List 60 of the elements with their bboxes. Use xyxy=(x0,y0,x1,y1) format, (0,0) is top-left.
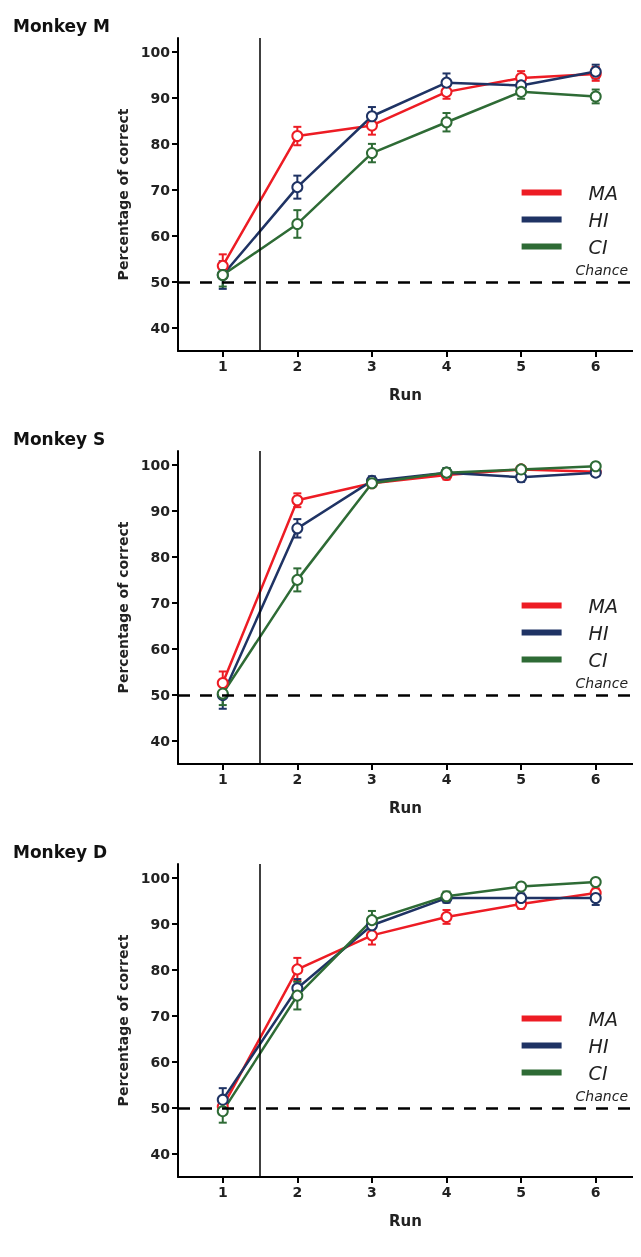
x-tick-label: 3 xyxy=(367,771,377,787)
x-tick-label: 4 xyxy=(441,771,452,787)
x-tick-label: 5 xyxy=(516,358,526,374)
y-tick-label: 70 xyxy=(150,594,171,611)
x-tick-label: 3 xyxy=(367,1184,377,1200)
x-tick-label: 1 xyxy=(217,358,228,374)
y-tick-label: 80 xyxy=(150,548,171,565)
x-tick-label: 6 xyxy=(590,358,601,374)
ref-line-label: Chance xyxy=(575,1087,628,1104)
y-tick-label: 100 xyxy=(140,869,171,886)
chart-title: Monkey D xyxy=(13,841,108,862)
x-axis-title: Run xyxy=(389,798,422,817)
x-tick-label: 5 xyxy=(516,771,526,787)
x-axis-title: Run xyxy=(389,385,422,404)
legend-label: CI xyxy=(588,1061,608,1084)
legend-label: MA xyxy=(588,594,618,617)
y-tick-label: 70 xyxy=(150,181,171,198)
x-tick-label: 6 xyxy=(590,1184,601,1200)
y-axis-title: Percentage of correct xyxy=(114,934,131,1107)
x-tick-label: 4 xyxy=(441,358,452,374)
x-tick-label: 1 xyxy=(217,1184,228,1200)
legend-label: CI xyxy=(588,235,608,258)
y-tick-label: 40 xyxy=(150,1145,171,1162)
y-tick-label: 60 xyxy=(150,1053,171,1070)
y-axis-title: Percentage of correct xyxy=(114,108,131,281)
y-tick-label: 90 xyxy=(150,89,171,106)
legend-label: CI xyxy=(588,648,608,671)
y-tick-label: 100 xyxy=(140,43,171,60)
ref-line-label: Chance xyxy=(575,674,628,691)
x-tick-label: 5 xyxy=(516,1184,526,1200)
y-tick-label: 60 xyxy=(150,227,171,244)
x-tick-label: 1 xyxy=(217,771,228,787)
legend-label: HI xyxy=(588,208,609,231)
y-tick-label: 90 xyxy=(150,502,171,519)
y-tick-label: 90 xyxy=(150,915,171,932)
y-tick-label: 60 xyxy=(150,640,171,657)
y-tick-label: 50 xyxy=(150,1099,171,1116)
y-tick-label: 100 xyxy=(140,456,171,473)
x-tick-label: 4 xyxy=(441,1184,452,1200)
y-tick-label: 80 xyxy=(150,961,171,978)
y-tick-label: 70 xyxy=(150,1007,171,1024)
x-tick-label: 3 xyxy=(367,358,377,374)
legend-label: MA xyxy=(588,181,618,204)
y-tick-label: 40 xyxy=(150,732,171,749)
x-tick-label: 2 xyxy=(292,358,303,374)
chart-title: Monkey M xyxy=(13,15,110,36)
legend-label: HI xyxy=(588,1034,609,1057)
legend-label: HI xyxy=(588,621,609,644)
y-tick-label: 40 xyxy=(150,319,171,336)
x-tick-label: 2 xyxy=(292,771,303,787)
chart-title: Monkey S xyxy=(13,428,106,449)
x-tick-label: 6 xyxy=(590,771,601,787)
y-tick-label: 50 xyxy=(150,686,171,703)
y-tick-label: 80 xyxy=(150,135,171,152)
x-tick-label: 2 xyxy=(292,1184,303,1200)
x-axis-title: Run xyxy=(389,1211,422,1230)
legend-label: MA xyxy=(588,1007,618,1030)
y-tick-label: 50 xyxy=(150,273,171,290)
ref-line-label: Chance xyxy=(575,261,628,278)
y-axis-title: Percentage of correct xyxy=(114,521,131,694)
